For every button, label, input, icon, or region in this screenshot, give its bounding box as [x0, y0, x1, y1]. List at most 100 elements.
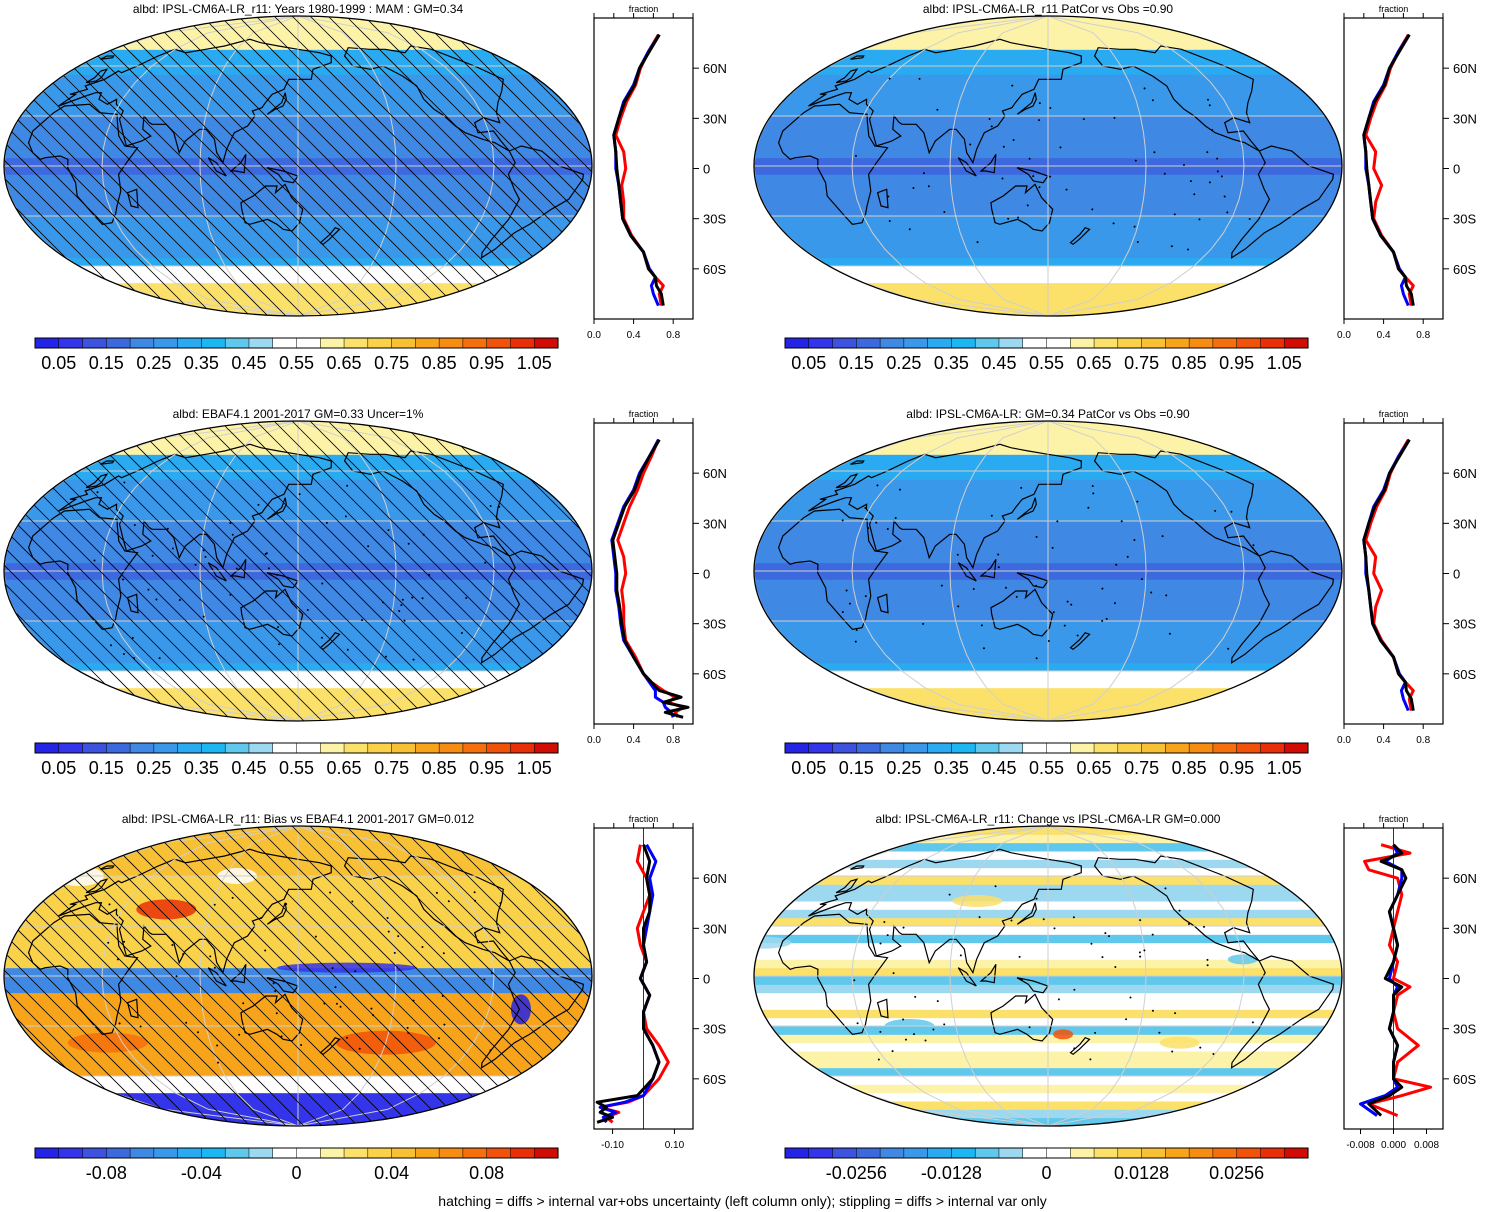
panel-3: albd: EBAF4.1 2001-2017 GM=0.33 Uncer=1%…	[3, 407, 727, 778]
profile-y-tick-label: 30S	[703, 1022, 726, 1037]
colorbar-swatch	[58, 742, 84, 754]
profile-y-tick-label: 30N	[703, 111, 727, 126]
colorbar-swatch	[998, 337, 1024, 349]
colorbar-tick-label: 0.05	[791, 353, 826, 373]
graticule-lon	[1047, 826, 1147, 1126]
continent-outline	[876, 188, 889, 209]
colorbar-swatch	[486, 1147, 512, 1159]
continent-outline	[1093, 450, 1260, 557]
map-title: albd: IPSL-CM6A-LR_r11: Change vs IPSL-C…	[876, 812, 1221, 826]
continent-outline	[990, 588, 1054, 637]
colorbar-tick-label: 0.85	[1172, 353, 1207, 373]
zonal-profile: fraction 0.0 0.4 0.8 60N 30N 0 30S 60S	[1337, 4, 1477, 341]
graticule-lon	[1047, 826, 1245, 1126]
colorbar-swatch	[367, 742, 393, 754]
colorbar-tick-label: 0.65	[327, 353, 362, 373]
profile-y-tick-label: 60S	[703, 1072, 726, 1087]
colorbar-tick-label: 0.15	[839, 353, 874, 373]
continent-outline	[979, 558, 997, 579]
colorbar-swatch	[106, 337, 131, 349]
colorbar-swatch	[201, 742, 226, 754]
profile-y-tick-label: 60S	[703, 667, 726, 682]
colorbar-swatch	[201, 1147, 226, 1159]
profile-y-tick-label: 60N	[1453, 871, 1477, 886]
profile-y-tick-label: 30N	[703, 921, 727, 936]
colorbar-swatch	[343, 1147, 369, 1159]
graticule-lon	[199, 16, 299, 316]
profile-y-tick-label: 60N	[1453, 466, 1477, 481]
profile-y-tick-label: 60S	[1453, 667, 1476, 682]
colorbar-tick-label: 0.55	[1029, 758, 1064, 778]
continent-outline	[100, 460, 115, 465]
colorbar-swatch	[1260, 337, 1285, 349]
colorbar-swatch	[832, 1147, 857, 1159]
colorbar-swatch	[927, 742, 952, 754]
colorbar-swatch	[296, 742, 321, 754]
graticule-lon	[851, 421, 1049, 721]
colorbar-tick-label: 0.45	[981, 353, 1016, 373]
profile-x-tick-label: 0.8	[1416, 330, 1430, 341]
colorbar-tick-label: 0.45	[231, 758, 266, 778]
colorbar-tick-label: 0.65	[327, 758, 362, 778]
colorbar: -0.08 -0.04 0 0.04 0.08	[34, 1147, 559, 1183]
continent-outline	[979, 963, 997, 984]
colorbar-swatch	[343, 742, 369, 754]
colorbar-tick-label: 0.35	[184, 353, 219, 373]
colorbar-swatch	[106, 1147, 131, 1159]
profile-line-black	[612, 33, 665, 306]
continent-outline	[1230, 550, 1335, 664]
colorbar-swatch	[486, 337, 512, 349]
map-border	[3, 825, 593, 1127]
colorbar-tick-label: 0.65	[1077, 758, 1112, 778]
colorbar-tick-label: 0.55	[279, 758, 314, 778]
colorbar-tick-label: 0.25	[886, 758, 921, 778]
colorbar-tick-label: 0.55	[1029, 353, 1064, 373]
colorbar-swatch	[367, 1147, 393, 1159]
profile-frame	[1343, 17, 1444, 320]
colorbar-swatch	[879, 742, 905, 754]
colorbar-tick-label: 0.65	[1077, 353, 1112, 373]
graticule-lon	[1047, 16, 1245, 316]
profile-y-tick-label: 0	[1453, 567, 1460, 582]
continent-outline	[207, 967, 227, 987]
colorbar-swatch	[1093, 742, 1119, 754]
colorbar-swatch	[1141, 742, 1166, 754]
colorbar-swatch	[1093, 337, 1119, 349]
colorbar-swatch	[272, 1147, 298, 1159]
colorbar-swatch	[903, 337, 929, 349]
colorbar-tick-label: 0.0256	[1209, 1163, 1264, 1183]
continent-outline	[229, 963, 247, 984]
colorbar-swatch	[438, 337, 464, 349]
colorbar-swatch	[1212, 1147, 1238, 1159]
colorbar: -0.0256 -0.0128 0 0.0128 0.0256	[784, 1147, 1309, 1183]
continent-outline	[850, 865, 865, 870]
continent-outline	[1230, 145, 1335, 259]
colorbar: 0.05 0.15 0.25 0.35 0.45 0.55 0.65 0.75 0.85 0.95…	[34, 337, 559, 373]
map-field	[754, 421, 1342, 721]
colorbar-swatch	[438, 742, 464, 754]
colorbar-swatch	[462, 1147, 488, 1159]
continent-outline	[808, 38, 1082, 165]
colorbar-swatch	[1188, 1147, 1214, 1159]
continent-outline	[835, 473, 859, 489]
profile-x-tick-label: 0.8	[666, 735, 680, 746]
colorbar-swatch	[224, 337, 250, 349]
colorbar-swatch	[808, 337, 834, 349]
graticule-lon	[297, 826, 397, 1126]
continent-outline	[100, 55, 115, 60]
continent-outline	[27, 913, 139, 1035]
colorbar-tick-label: 0.85	[422, 758, 457, 778]
colorbar-swatch	[1283, 742, 1309, 754]
colorbar-swatch	[1212, 742, 1238, 754]
continent-outline	[100, 865, 115, 870]
profile-x-tick-label: 0.008	[1414, 1140, 1439, 1151]
colorbar-swatch	[1022, 337, 1048, 349]
colorbar-swatch	[808, 1147, 834, 1159]
profile-x-tick-label: 0.4	[627, 735, 641, 746]
colorbar-swatch	[1046, 337, 1071, 349]
colorbar-swatch	[153, 337, 179, 349]
profile-line-black	[595, 844, 661, 1124]
graticule-lon	[101, 16, 299, 316]
colorbar-tick-label: 0.0128	[1114, 1163, 1169, 1183]
